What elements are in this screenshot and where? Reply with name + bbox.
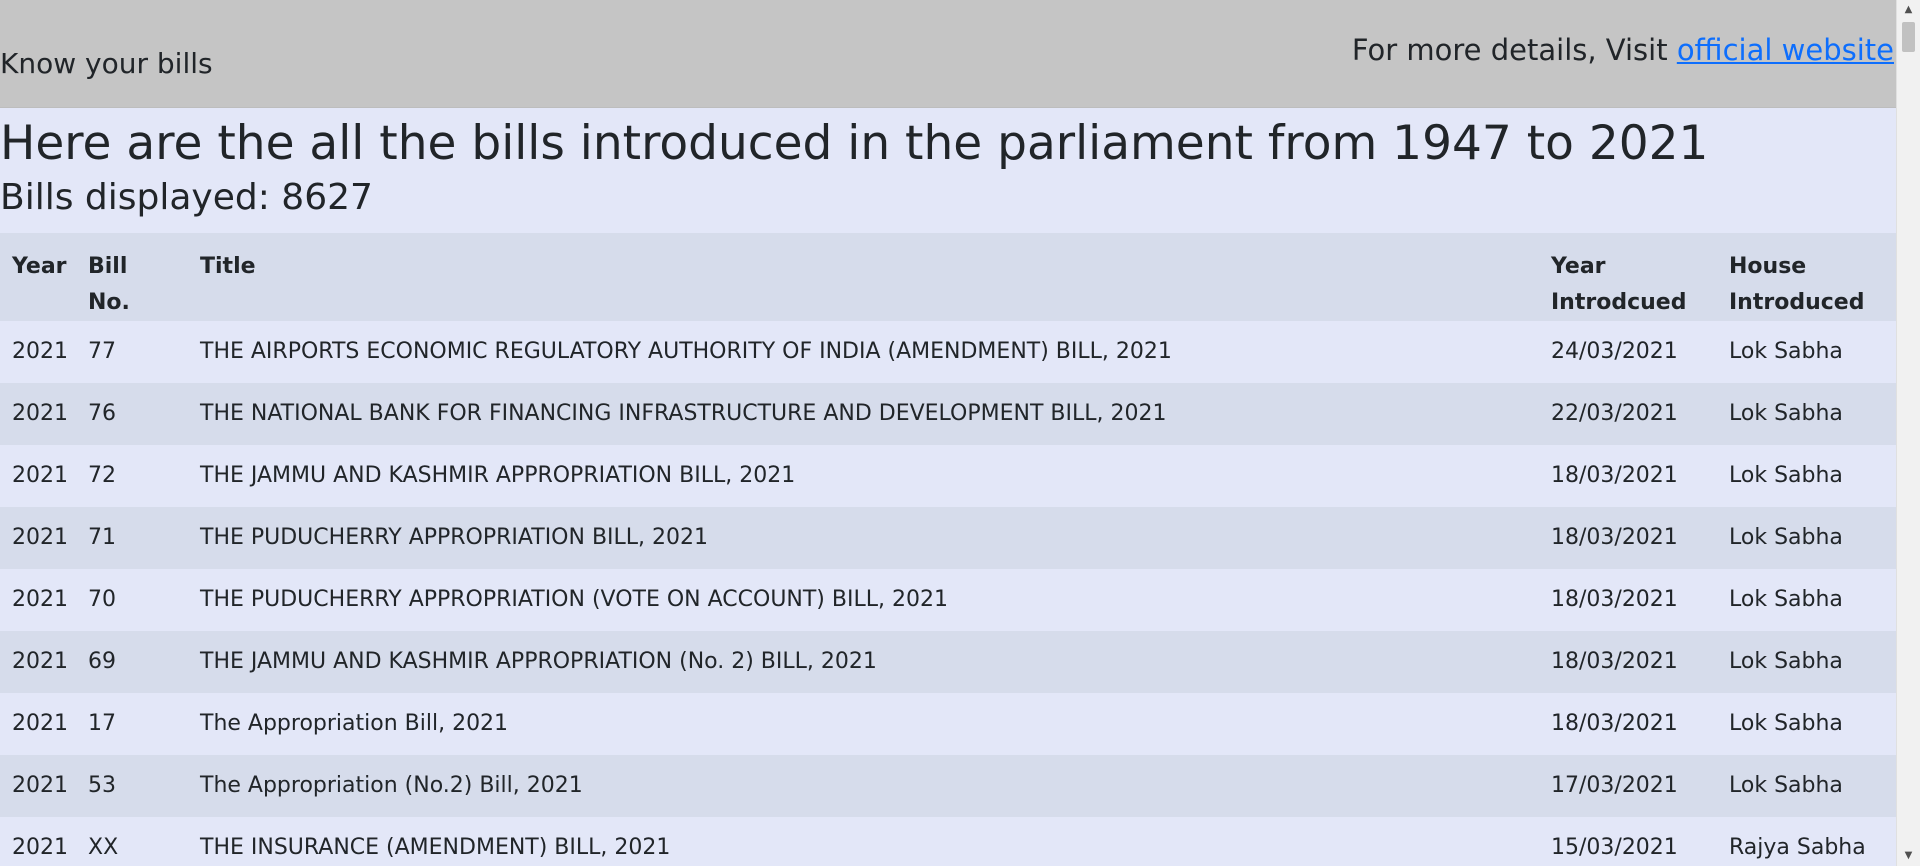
cell-bill-no: 77 [76,321,188,383]
scrollbar-thumb[interactable] [1902,22,1915,52]
cell-year: 2021 [0,383,76,445]
table-row: 2021 17 The Appropriation Bill, 2021 18/… [0,693,1896,755]
column-header-title: Title [188,233,1539,321]
more-details: For more details, Visit official website [1352,32,1894,68]
official-website-link[interactable]: official website [1676,33,1894,67]
cell-bill-no: XX [76,817,188,866]
cell-bill-no: 72 [76,445,188,507]
table-row: 2021 76 THE NATIONAL BANK FOR FINANCING … [0,383,1896,445]
cell-date: 24/03/2021 [1539,321,1717,383]
cell-year: 2021 [0,755,76,817]
cell-title: THE AIRPORTS ECONOMIC REGULATORY AUTHORI… [188,321,1539,383]
cell-bill-no: 53 [76,755,188,817]
brand-title[interactable]: Know your bills [0,47,213,80]
cell-date: 15/03/2021 [1539,817,1717,866]
table-row: 2021 72 THE JAMMU AND KASHMIR APPROPRIAT… [0,445,1896,507]
table-row: 2021 XX THE INSURANCE (AMENDMENT) BILL, … [0,817,1896,866]
chevron-down-icon[interactable]: ▼ [1904,850,1913,861]
cell-house: Lok Sabha [1717,383,1896,445]
column-header-year-introduced: Year Introdcued [1539,233,1717,321]
cell-title: THE JAMMU AND KASHMIR APPROPRIATION (No.… [188,631,1539,693]
column-header-year-introduced-line1: Year [1551,254,1606,279]
cell-house: Lok Sabha [1717,631,1896,693]
cell-date: 22/03/2021 [1539,383,1717,445]
table-row: 2021 69 THE JAMMU AND KASHMIR APPROPRIAT… [0,631,1896,693]
cell-date: 18/03/2021 [1539,631,1717,693]
cell-date: 18/03/2021 [1539,693,1717,755]
cell-date: 18/03/2021 [1539,445,1717,507]
cell-bill-no: 71 [76,507,188,569]
cell-title: THE INSURANCE (AMENDMENT) BILL, 2021 [188,817,1539,866]
cell-house: Rajya Sabha [1717,817,1896,866]
cell-year: 2021 [0,569,76,631]
cell-date: 17/03/2021 [1539,755,1717,817]
cell-date: 18/03/2021 [1539,507,1717,569]
cell-house: Lok Sabha [1717,445,1896,507]
table-row: 2021 77 THE AIRPORTS ECONOMIC REGULATORY… [0,321,1896,383]
cell-year: 2021 [0,817,76,866]
column-header-year-label: Year [12,254,67,279]
cell-year: 2021 [0,445,76,507]
navbar: Know your bills For more details, Visit … [0,0,1896,108]
cell-year: 2021 [0,507,76,569]
cell-title: The Appropriation (No.2) Bill, 2021 [188,755,1539,817]
bills-count: Bills displayed: 8627 [0,177,373,218]
table-header-row: Year Bill No. Title Year Introdcued House… [0,233,1896,321]
column-header-year-introduced-line2: Introdcued [1551,290,1687,315]
cell-title: THE JAMMU AND KASHMIR APPROPRIATION BILL… [188,445,1539,507]
cell-house: Lok Sabha [1717,507,1896,569]
cell-year: 2021 [0,321,76,383]
cell-bill-no: 69 [76,631,188,693]
cell-house: Lok Sabha [1717,569,1896,631]
column-header-title-label: Title [200,254,256,279]
bills-table: Year Bill No. Title Year Introdcued House… [0,233,1896,866]
cell-bill-no: 76 [76,383,188,445]
table-row: 2021 53 The Appropriation (No.2) Bill, 2… [0,755,1896,817]
cell-date: 18/03/2021 [1539,569,1717,631]
cell-house: Lok Sabha [1717,693,1896,755]
cell-bill-no: 70 [76,569,188,631]
table-row: 2021 70 THE PUDUCHERRY APPROPRIATION (VO… [0,569,1896,631]
table-row: 2021 71 THE PUDUCHERRY APPROPRIATION BIL… [0,507,1896,569]
vertical-scrollbar[interactable]: ▲ ▼ [1896,0,1920,866]
cell-bill-no: 17 [76,693,188,755]
column-header-house-line2: Introduced [1729,290,1865,315]
cell-year: 2021 [0,693,76,755]
cell-title: THE PUDUCHERRY APPROPRIATION BILL, 2021 [188,507,1539,569]
cell-title: THE NATIONAL BANK FOR FINANCING INFRASTR… [188,383,1539,445]
column-header-house: House Introduced [1717,233,1896,321]
cell-title: THE PUDUCHERRY APPROPRIATION (VOTE ON AC… [188,569,1539,631]
cell-title: The Appropriation Bill, 2021 [188,693,1539,755]
cell-house: Lok Sabha [1717,321,1896,383]
column-header-bill-no: Bill No. [76,233,188,321]
column-header-bill-no-label: Bill No. [88,254,130,315]
column-header-house-line1: House [1729,254,1807,279]
cell-year: 2021 [0,631,76,693]
more-details-text: For more details, Visit [1351,33,1677,67]
page-heading: Here are the all the bills introduced in… [0,116,1709,171]
chevron-up-icon[interactable]: ▲ [1904,4,1913,15]
column-header-year: Year [0,233,76,321]
cell-house: Lok Sabha [1717,755,1896,817]
